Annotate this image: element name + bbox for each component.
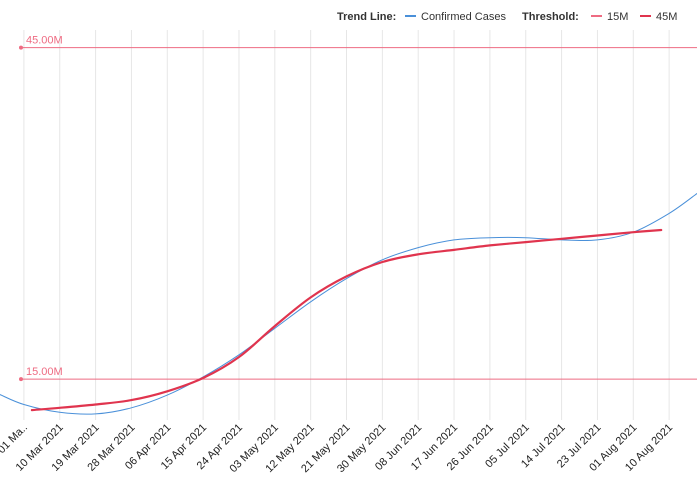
legend-trend-title: Trend Line: [337,11,396,23]
threshold-label-15M: 15.00M [26,366,63,378]
threshold-lines: 15.00M 45.00M [19,35,697,382]
threshold-label-45M: 45.00M [26,35,63,47]
series-line-confirmed-cases[interactable] [0,193,697,415]
legend-item-45m[interactable]: 45M [656,11,677,23]
threshold-marker-45M [19,45,23,50]
legend-threshold-title: Threshold: [522,11,579,23]
legend-item-confirmed-cases[interactable]: Confirmed Cases [421,11,506,23]
legend: Trend Line: Confirmed Cases Threshold: 1… [337,11,677,23]
series-line-trend[interactable] [30,228,663,412]
legend-item-15m[interactable]: 15M [607,11,628,23]
series-lines [0,193,697,415]
threshold-marker-15M [19,377,23,382]
x-tick-label-0: 01 Ma.. [0,422,30,456]
grid-lines [23,30,670,420]
